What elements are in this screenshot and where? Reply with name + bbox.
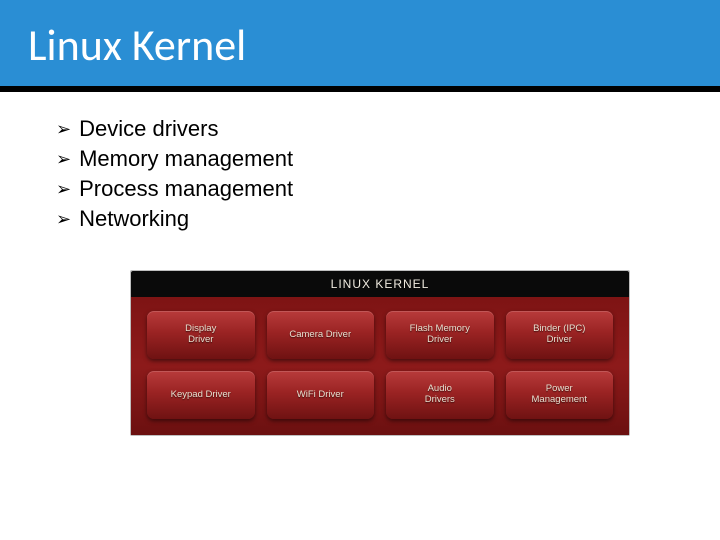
- kernel-block: Keypad Driver: [147, 371, 255, 419]
- kernel-panel-grid: Display Driver Camera Driver Flash Memor…: [131, 297, 629, 435]
- bullet-marker-icon: ➢: [56, 120, 71, 138]
- bullet-marker-icon: ➢: [56, 210, 71, 228]
- kernel-block-label: Power Management: [532, 384, 587, 406]
- kernel-block-label: Display Driver: [185, 324, 216, 346]
- kernel-block-label: Flash Memory Driver: [410, 324, 470, 346]
- kernel-block-label: WiFi Driver: [297, 390, 344, 401]
- kernel-panel: LINUX KERNEL Display Driver Camera Drive…: [130, 270, 630, 436]
- kernel-block-label: Audio Drivers: [425, 384, 455, 406]
- bullet-text: Networking: [79, 206, 189, 232]
- bullet-item: ➢ Memory management: [56, 146, 720, 172]
- bullet-list: ➢ Device drivers ➢ Memory management ➢ P…: [0, 92, 720, 232]
- slide-header: Linux Kernel: [0, 0, 720, 92]
- bullet-item: ➢ Device drivers: [56, 116, 720, 142]
- bullet-text: Memory management: [79, 146, 293, 172]
- kernel-panel-title: LINUX KERNEL: [131, 271, 629, 297]
- kernel-block: Binder (IPC) Driver: [506, 311, 614, 359]
- kernel-block: Audio Drivers: [386, 371, 494, 419]
- kernel-block-label: Camera Driver: [289, 330, 351, 341]
- kernel-block-label: Binder (IPC) Driver: [533, 324, 585, 346]
- kernel-block: Flash Memory Driver: [386, 311, 494, 359]
- kernel-diagram: LINUX KERNEL Display Driver Camera Drive…: [130, 270, 630, 436]
- bullet-text: Device drivers: [79, 116, 218, 142]
- bullet-marker-icon: ➢: [56, 150, 71, 168]
- bullet-item: ➢ Process management: [56, 176, 720, 202]
- kernel-block: Power Management: [506, 371, 614, 419]
- kernel-block: WiFi Driver: [267, 371, 375, 419]
- bullet-item: ➢ Networking: [56, 206, 720, 232]
- kernel-block: Display Driver: [147, 311, 255, 359]
- slide-title: Linux Kernel: [28, 18, 720, 72]
- bullet-marker-icon: ➢: [56, 180, 71, 198]
- bullet-text: Process management: [79, 176, 293, 202]
- kernel-block: Camera Driver: [267, 311, 375, 359]
- kernel-block-label: Keypad Driver: [171, 390, 231, 401]
